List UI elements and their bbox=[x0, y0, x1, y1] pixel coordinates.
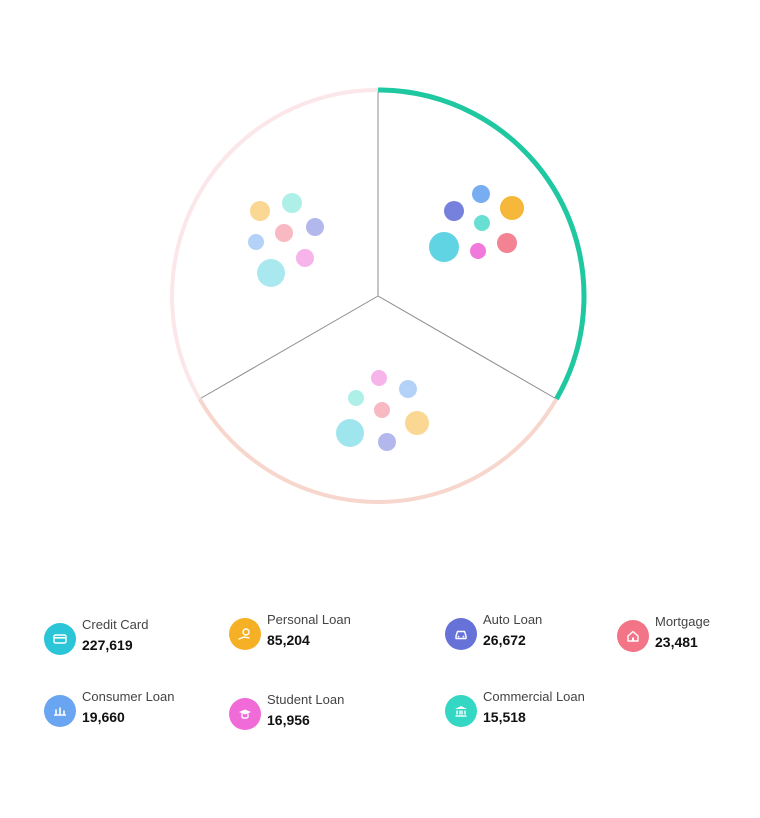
bubble-consumer-loan[interactable] bbox=[472, 185, 490, 203]
sector-divider-line bbox=[377, 295, 557, 400]
bubble-auto-loan[interactable] bbox=[306, 218, 324, 236]
bubble-mortgage[interactable] bbox=[497, 233, 517, 253]
bubble-student-loan[interactable] bbox=[470, 243, 486, 259]
legend-value: 227,619 bbox=[82, 637, 133, 653]
bubble-consumer-loan[interactable] bbox=[248, 234, 264, 250]
legend-value: 19,660 bbox=[82, 709, 125, 725]
sector-arc[interactable] bbox=[197, 397, 559, 504]
student-icon bbox=[229, 698, 261, 730]
legend-value: 26,672 bbox=[483, 632, 526, 648]
bubble-consumer-loan[interactable] bbox=[399, 380, 417, 398]
bubble-commercial-loan[interactable] bbox=[474, 215, 490, 231]
bubble-credit-card[interactable] bbox=[336, 419, 364, 447]
legend-value: 85,204 bbox=[267, 632, 310, 648]
consumer-loan-icon bbox=[44, 695, 76, 727]
house-icon bbox=[617, 620, 649, 652]
legend-label: Mortgage bbox=[655, 614, 710, 629]
legend-item-consumer-loan[interactable]: Consumer Loan 19,660 bbox=[44, 689, 175, 727]
legend-label: Student Loan bbox=[267, 692, 345, 707]
sector-arc[interactable] bbox=[377, 87, 587, 401]
legend-label: Auto Loan bbox=[483, 612, 543, 627]
bank-icon bbox=[445, 695, 477, 727]
legend-value: 23,481 bbox=[655, 634, 698, 650]
sector-arc[interactable] bbox=[170, 88, 379, 400]
legend-label: Commercial Loan bbox=[483, 689, 585, 704]
legend-label: Consumer Loan bbox=[82, 689, 175, 704]
bubble-credit-card[interactable] bbox=[429, 232, 459, 262]
sector-divider-line bbox=[199, 295, 379, 400]
legend-label: Credit Card bbox=[82, 617, 149, 632]
bubble-mortgage[interactable] bbox=[275, 224, 293, 242]
bubble-personal-loan[interactable] bbox=[405, 411, 429, 435]
bubble-personal-loan[interactable] bbox=[250, 201, 270, 221]
bubble-credit-card[interactable] bbox=[257, 259, 285, 287]
legend-value: 15,518 bbox=[483, 709, 526, 725]
credit-card-icon bbox=[44, 623, 76, 655]
legend-item-commercial-loan[interactable]: Commercial Loan 15,518 bbox=[445, 689, 585, 727]
bubble-commercial-loan[interactable] bbox=[348, 390, 364, 406]
bubble-student-loan[interactable] bbox=[371, 370, 387, 386]
personal-loan-icon bbox=[229, 618, 261, 650]
legend-item-personal-loan[interactable]: Personal Loan 85,204 bbox=[229, 612, 351, 650]
legend-item-mortgage[interactable]: Mortgage 23,481 bbox=[617, 614, 710, 652]
legend-item-auto-loan[interactable]: Auto Loan 26,672 bbox=[445, 612, 542, 650]
legend-value: 16,956 bbox=[267, 712, 310, 728]
bubble-sector-chart bbox=[170, 87, 587, 504]
bubble-auto-loan[interactable] bbox=[378, 433, 396, 451]
bubble-personal-loan[interactable] bbox=[500, 196, 524, 220]
legend-label: Personal Loan bbox=[267, 612, 351, 627]
legend-item-credit-card[interactable]: Credit Card 227,619 bbox=[44, 617, 148, 655]
bubble-student-loan[interactable] bbox=[296, 249, 314, 267]
legend-item-student-loan[interactable]: Student Loan 16,956 bbox=[229, 692, 344, 730]
bubble-auto-loan[interactable] bbox=[444, 201, 464, 221]
bubble-commercial-loan[interactable] bbox=[282, 193, 302, 213]
car-icon bbox=[445, 618, 477, 650]
bubble-mortgage[interactable] bbox=[374, 402, 390, 418]
